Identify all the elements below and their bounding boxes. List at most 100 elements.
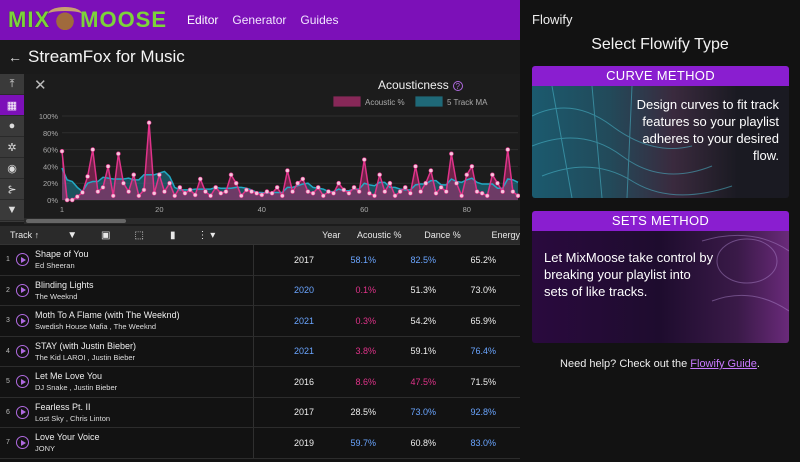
cell-dance: 82.5% xyxy=(410,254,436,265)
select-icon[interactable]: ▣ xyxy=(100,229,111,241)
sets-method-card[interactable]: SETS METHOD Let MixMoose take control by… xyxy=(532,211,789,343)
data-point xyxy=(433,190,439,196)
data-point xyxy=(351,185,357,190)
play-icon[interactable] xyxy=(16,253,29,267)
cell-year: 2021 xyxy=(293,315,314,326)
help-suffix: . xyxy=(756,358,760,370)
more-options-icon[interactable]: ⋮ ▾ xyxy=(197,229,216,241)
ma-line xyxy=(61,167,519,195)
track-name: Shape of You xyxy=(35,249,89,260)
data-point xyxy=(454,180,459,186)
data-point xyxy=(402,185,408,190)
cell-acoustic: 0.3% xyxy=(355,315,376,326)
chart-scroll-thumb[interactable] xyxy=(26,219,126,223)
filter-col-icon[interactable]: ▼ xyxy=(67,229,78,241)
cell-year: 2019 xyxy=(293,437,314,448)
split-icon[interactable]: ⊱ xyxy=(0,179,24,200)
play-icon[interactable] xyxy=(16,344,29,358)
moose-icon xyxy=(48,7,83,33)
data-point xyxy=(310,190,316,196)
data-point xyxy=(254,190,259,196)
data-point xyxy=(162,189,167,194)
y-tick-label: 60% xyxy=(43,146,58,155)
sparkle-icon[interactable]: ✲ xyxy=(0,137,24,158)
data-point xyxy=(356,189,362,194)
table-row[interactable]: 6 Fearless Pt. II Lost Sky , Chris Linton 2… xyxy=(0,397,520,428)
track-info: Let Me Love You DJ Snake , Justin Bieber xyxy=(35,371,251,392)
close-chart-icon[interactable]: ✕ xyxy=(34,77,47,94)
table-row[interactable]: 5 Let Me Love You DJ Snake , Justin Bieber… xyxy=(0,367,520,398)
cell-dance: 73.0% xyxy=(410,407,436,418)
track-artist: JONY xyxy=(35,444,56,454)
data-point xyxy=(198,176,203,182)
table-row[interactable]: 4 STAY (with Justin Bieber) The Kid LAROI … xyxy=(0,336,520,367)
track-info: Love Your Voice JONY xyxy=(35,432,251,453)
data-point xyxy=(413,164,418,169)
play-icon[interactable] xyxy=(16,375,29,389)
sets-art xyxy=(701,234,789,312)
row-index: 2 xyxy=(6,286,10,294)
table-row[interactable]: 3 Moth To A Flame (with The Weeknd) Swedis… xyxy=(0,306,520,337)
play-icon[interactable] xyxy=(16,436,29,450)
col-track[interactable]: Track ↑ xyxy=(10,230,40,240)
chart-view-icon[interactable]: ▦ xyxy=(0,95,24,116)
curve-method-text: Design curves to fit track features so y… xyxy=(636,97,779,163)
cell-dance: 59.1% xyxy=(410,346,436,357)
table-row[interactable]: 1 Shape of You Ed Sheeran 2017 58.1% 82.5% 65.… xyxy=(0,245,520,276)
cell-dance: 54.2% xyxy=(410,315,436,326)
cell-dance: 51.3% xyxy=(410,285,436,296)
data-point xyxy=(361,157,367,162)
data-point xyxy=(136,193,142,199)
trash-icon[interactable]: ▮ xyxy=(170,229,176,241)
table-header: Track ↑ ▼ ▣ ⬚ ▮ ⋮ ▾ Year Acoustic % Danc… xyxy=(0,226,520,245)
help-icon[interactable]: ? xyxy=(452,81,463,91)
data-point xyxy=(377,172,382,178)
flowify-guide-link[interactable]: Flowify Guide xyxy=(690,358,757,370)
logo[interactable]: MIX MOOSE xyxy=(8,7,167,33)
collapse-up-icon[interactable]: ⤒ xyxy=(0,74,24,95)
track-name: Let Me Love You xyxy=(35,371,103,382)
data-point xyxy=(295,180,300,186)
col-dance[interactable]: Dance % xyxy=(424,230,461,240)
table-row[interactable]: 2 Blinding Lights The Weeknd 2020 0.1% 51.3% 7… xyxy=(0,275,520,306)
sets-method-heading: SETS METHOD xyxy=(532,211,789,231)
nav-generator[interactable]: Generator xyxy=(232,13,287,27)
data-point xyxy=(146,120,152,126)
cell-acoustic: 3.8% xyxy=(355,346,376,357)
data-point xyxy=(449,151,454,157)
data-point xyxy=(459,193,464,199)
data-point xyxy=(331,190,336,196)
sets-method-text: Let MixMoose take control by breaking yo… xyxy=(544,250,714,299)
data-point xyxy=(80,190,85,195)
nav-editor[interactable]: Editor xyxy=(187,13,219,27)
filter-icon[interactable]: ▼ xyxy=(0,200,24,221)
play-icon[interactable] xyxy=(16,405,29,419)
data-point xyxy=(105,164,111,169)
cell-acoustic: 28.5% xyxy=(350,407,376,418)
person-icon[interactable]: ● xyxy=(0,116,24,137)
data-point xyxy=(285,168,290,173)
y-tick-label: 20% xyxy=(43,179,58,188)
col-acoustic[interactable]: Acoustic % xyxy=(357,230,402,240)
data-point xyxy=(464,172,470,178)
acousticness-chart[interactable]: 100% 80% 60% 40% 20% 0%1 20 40 60 80 Acoustic % 5 T… xyxy=(24,92,520,220)
column-divider xyxy=(253,275,254,305)
tracks-table: Track ↑ ▼ ▣ ⬚ ▮ ⋮ ▾ Year Acoustic % Danc… xyxy=(0,226,520,462)
data-point xyxy=(382,189,388,194)
cell-year: 2020 xyxy=(293,285,314,296)
record-icon[interactable]: ◉ xyxy=(0,158,24,179)
col-energy[interactable]: Energy xyxy=(491,230,520,240)
back-arrow-icon[interactable]: ← xyxy=(8,49,22,65)
chart-scrollbar[interactable] xyxy=(24,218,520,224)
x-tick-label: 1 xyxy=(60,205,64,214)
select-dashed-icon[interactable]: ⬚ xyxy=(134,229,144,241)
nav-guides[interactable]: Guides xyxy=(300,13,339,27)
curve-method-card[interactable]: CURVE METHOD Design curves to fit track … xyxy=(532,66,789,198)
x-tick-label: 80 xyxy=(463,205,471,214)
play-icon[interactable] xyxy=(16,283,29,297)
track-name: Love Your Voice xyxy=(35,432,100,443)
data-point xyxy=(408,190,413,196)
table-row[interactable]: 7 Love Your Voice JONY 2019 59.7% 60.8% 83.0% xyxy=(0,428,520,459)
col-year[interactable]: Year xyxy=(322,230,341,240)
play-icon[interactable] xyxy=(16,314,29,328)
